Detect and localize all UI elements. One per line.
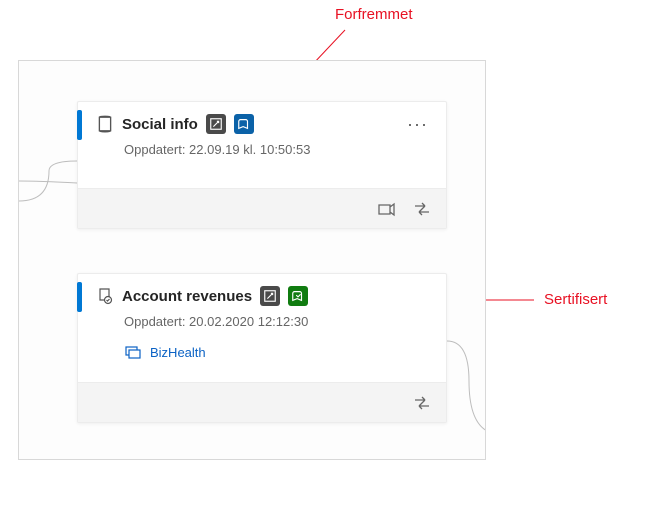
card-title: Social info xyxy=(122,116,198,133)
dataflow-icon xyxy=(96,287,114,305)
lineage-icon[interactable] xyxy=(412,393,432,413)
card-accent xyxy=(77,282,82,312)
card-footer xyxy=(78,188,446,228)
share-icon[interactable] xyxy=(376,199,396,219)
card-title: Account revenues xyxy=(122,288,252,305)
workspace-link[interactable]: BizHealth xyxy=(150,345,206,360)
promoted-badge-icon xyxy=(234,114,254,134)
card-footer xyxy=(78,382,446,422)
annotation-certified: Sertifisert xyxy=(544,291,607,308)
lineage-icon[interactable] xyxy=(412,199,432,219)
lineage-panel: Social info ··· Oppdatert: 22.09.19 kl. … xyxy=(18,60,486,460)
card-accent xyxy=(77,110,82,140)
certified-badge-icon xyxy=(288,286,308,306)
card-header: Account revenues xyxy=(78,274,446,310)
dataset-icon xyxy=(96,115,114,133)
card-header: Social info ··· xyxy=(78,102,446,138)
workspace-link-row: BizHealth xyxy=(78,339,446,371)
workspace-icon xyxy=(124,343,142,361)
lineage-card-social-info[interactable]: Social info ··· Oppdatert: 22.09.19 kl. … xyxy=(77,101,447,229)
sensitivity-badge-icon xyxy=(206,114,226,134)
more-options-button[interactable]: ··· xyxy=(403,115,432,133)
sensitivity-badge-icon xyxy=(260,286,280,306)
card-updated-text: Oppdatert: 20.02.2020 12:12:30 xyxy=(78,310,446,339)
card-updated-text: Oppdatert: 22.09.19 kl. 10:50:53 xyxy=(78,138,446,167)
lineage-card-account-revenues[interactable]: Account revenues Oppdatert: 20.02.2020 1… xyxy=(77,273,447,423)
